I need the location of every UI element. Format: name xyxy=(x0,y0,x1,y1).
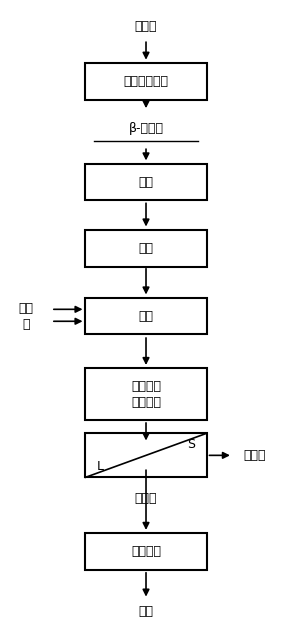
FancyBboxPatch shape xyxy=(85,298,207,335)
Text: 球磨: 球磨 xyxy=(139,242,153,255)
Text: 微波辐照煅烧: 微波辐照煅烧 xyxy=(124,75,169,88)
FancyBboxPatch shape xyxy=(85,433,207,478)
Text: 疏酸
水: 疏酸 水 xyxy=(19,302,34,331)
Text: 浆化: 浆化 xyxy=(139,310,153,323)
Text: 分离提纯: 分离提纯 xyxy=(131,545,161,558)
FancyBboxPatch shape xyxy=(85,64,207,100)
FancyBboxPatch shape xyxy=(85,368,207,420)
Text: 破碎: 破碎 xyxy=(139,176,153,189)
Text: 锂浸渣: 锂浸渣 xyxy=(244,449,266,462)
Text: 锂辉石: 锂辉石 xyxy=(135,20,157,33)
Text: 高温高压
抑铁浸出: 高温高压 抑铁浸出 xyxy=(131,380,161,409)
FancyBboxPatch shape xyxy=(85,230,207,267)
FancyBboxPatch shape xyxy=(85,533,207,570)
FancyBboxPatch shape xyxy=(85,164,207,201)
Text: β-锂辉石: β-锂辉石 xyxy=(128,122,164,135)
Text: 锂浸液: 锂浸液 xyxy=(135,491,157,505)
Text: L: L xyxy=(96,460,103,473)
Text: S: S xyxy=(188,438,196,451)
Text: 锂盐: 锂盐 xyxy=(139,605,153,618)
